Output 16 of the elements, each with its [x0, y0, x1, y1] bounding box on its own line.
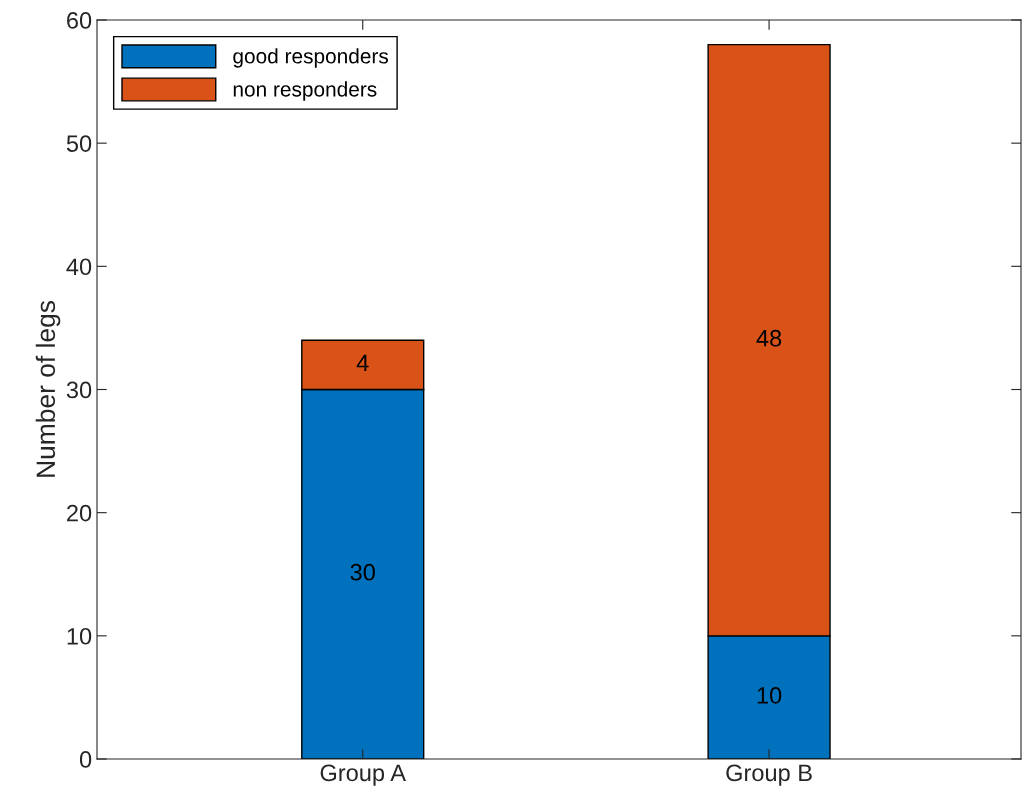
data-label: 10: [757, 687, 782, 704]
y-tick-label: 20: [67, 504, 92, 522]
y-axis-title: Number of legs: [35, 300, 61, 477]
x-tick-label: Group B: [726, 764, 812, 786]
x-tick-label: Group A: [320, 764, 407, 786]
y-tick-label: 10: [67, 627, 92, 645]
data-label: 30: [350, 563, 375, 581]
y-tick-label: 50: [66, 135, 92, 152]
y-tick-label: 40: [66, 258, 92, 276]
y-tick-label: 60: [67, 12, 92, 29]
legend-label: good responders: [233, 48, 389, 68]
data-label: 4: [356, 354, 369, 371]
y-tick-label: 0: [79, 751, 92, 768]
y-tick-label: 30: [66, 381, 92, 399]
data-label: 48: [756, 329, 782, 347]
legend-label: non responders: [233, 81, 377, 101]
